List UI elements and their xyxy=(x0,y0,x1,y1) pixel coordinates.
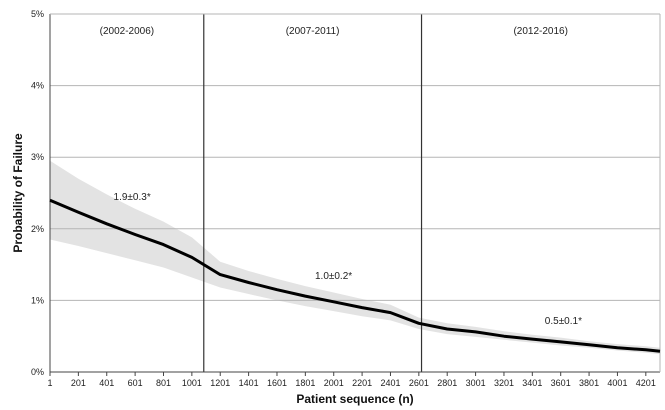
x-tick-label: 1801 xyxy=(295,378,315,388)
period-label: (2012-2016) xyxy=(513,26,567,37)
x-tick-label: 1401 xyxy=(239,378,259,388)
x-tick-label: 2801 xyxy=(437,378,457,388)
y-tick-label: 5% xyxy=(31,9,44,19)
series-line xyxy=(49,198,661,353)
period-label: (2007-2011) xyxy=(286,26,340,37)
x-tick-label: 3601 xyxy=(551,378,571,388)
x-tick-label: 1201 xyxy=(210,378,230,388)
x-tick-label: 1001 xyxy=(182,378,202,388)
x-tick-label: 2601 xyxy=(409,378,429,388)
y-tick-label: 4% xyxy=(31,81,44,91)
x-tick-label: 2401 xyxy=(380,378,400,388)
period-label: (2002-2006) xyxy=(100,26,154,37)
x-tick-label: 4201 xyxy=(636,378,656,388)
annotation-label: 0.5±0.1* xyxy=(545,316,582,327)
x-tick-label: 4001 xyxy=(607,378,627,388)
x-axis-title: Patient sequence (n) xyxy=(296,392,413,406)
x-tick-label: 3201 xyxy=(494,378,514,388)
annotation-label: 1.9±0.3* xyxy=(114,192,151,203)
confidence-band xyxy=(50,160,660,355)
y-tick-label: 0% xyxy=(31,367,44,377)
x-tick-label: 2001 xyxy=(324,378,344,388)
x-tick-label: 3001 xyxy=(466,378,486,388)
y-tick-label: 2% xyxy=(31,224,44,234)
x-tick-label: 2201 xyxy=(352,378,372,388)
x-tick-label: 1601 xyxy=(267,378,287,388)
x-tick-label: 801 xyxy=(156,378,171,388)
x-tick-label: 201 xyxy=(71,378,86,388)
y-tick-label: 1% xyxy=(31,295,44,305)
x-tick-label: 401 xyxy=(99,378,114,388)
x-tick-label: 3401 xyxy=(522,378,542,388)
x-tick-label: 601 xyxy=(128,378,143,388)
y-tick-label: 3% xyxy=(31,152,44,162)
x-tick-label: 3801 xyxy=(579,378,599,388)
annotation-label: 1.0±0.2* xyxy=(315,271,352,282)
x-tick-label: 1 xyxy=(47,378,52,388)
y-axis-title: Probability of Failure xyxy=(11,133,25,253)
